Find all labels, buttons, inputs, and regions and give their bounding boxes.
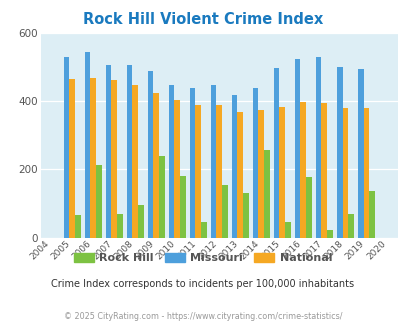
Bar — [126, 65, 132, 238]
Bar — [279, 107, 284, 238]
Bar — [105, 65, 111, 238]
Bar — [216, 105, 222, 238]
Bar — [357, 70, 362, 238]
Bar — [347, 214, 353, 238]
Bar — [315, 57, 321, 238]
Bar — [294, 59, 300, 238]
Bar — [84, 52, 90, 238]
Bar — [237, 113, 243, 238]
Bar — [210, 85, 216, 238]
Bar — [252, 87, 258, 238]
Bar — [342, 108, 347, 238]
Bar — [64, 57, 69, 238]
Bar — [111, 80, 117, 238]
Bar — [258, 110, 264, 238]
Bar — [69, 79, 75, 238]
Bar — [336, 67, 342, 238]
Bar — [195, 105, 200, 238]
Bar — [326, 230, 332, 238]
Bar — [264, 149, 269, 238]
Bar — [231, 95, 237, 238]
Bar — [138, 205, 143, 238]
Text: © 2025 CityRating.com - https://www.cityrating.com/crime-statistics/: © 2025 CityRating.com - https://www.city… — [64, 312, 341, 321]
Bar — [300, 102, 305, 238]
Bar — [189, 87, 195, 238]
Bar — [75, 215, 81, 238]
Text: Crime Index corresponds to incidents per 100,000 inhabitants: Crime Index corresponds to incidents per… — [51, 279, 354, 289]
Bar — [200, 222, 206, 238]
Bar — [321, 103, 326, 238]
Bar — [90, 78, 96, 238]
Bar — [222, 185, 227, 238]
Bar — [153, 93, 159, 238]
Bar — [179, 176, 185, 238]
Bar — [132, 85, 138, 238]
Bar — [168, 85, 174, 238]
Bar — [159, 156, 164, 238]
Bar — [117, 214, 122, 238]
Text: Rock Hill Violent Crime Index: Rock Hill Violent Crime Index — [83, 12, 322, 26]
Bar — [96, 165, 101, 238]
Bar — [174, 100, 179, 238]
Bar — [243, 193, 248, 238]
Bar — [305, 177, 311, 238]
Bar — [368, 190, 374, 238]
Bar — [147, 71, 153, 238]
Legend: Rock Hill, Missouri, National: Rock Hill, Missouri, National — [69, 248, 336, 268]
Bar — [362, 108, 368, 238]
Bar — [273, 68, 279, 238]
Bar — [284, 222, 290, 238]
